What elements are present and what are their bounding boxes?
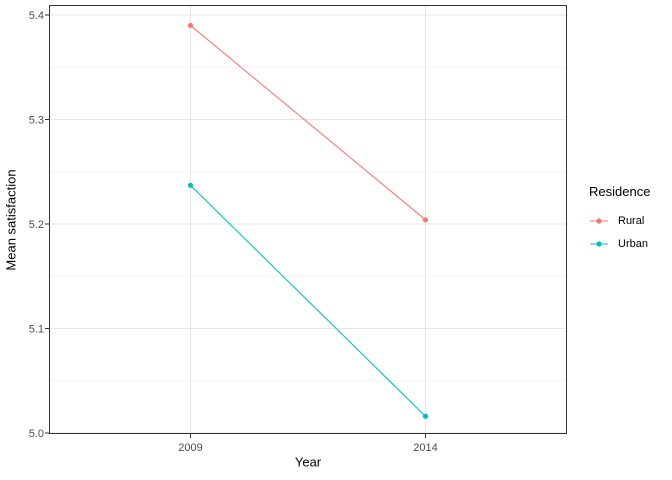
x-tick-labels: 2009 2014 [178,442,437,454]
y-tick-label: 5.4 [29,10,44,22]
legend-item-urban: Urban [589,236,650,252]
y-tick-label: 5.1 [29,324,44,336]
data-point-urban-2014 [422,413,429,419]
tick-marks [45,14,426,438]
legend-label-urban: Urban [618,238,648,250]
x-tick-label: 2014 [413,442,437,454]
series-urban [187,182,429,419]
y-axis-title: Mean satisfaction [3,169,19,271]
data-point-rural-2014 [422,217,429,223]
legend: Residence Rural Urban [589,184,650,259]
data-point-urban-2009 [187,182,194,188]
y-tick-label: 5.3 [29,115,44,127]
legend-key-urban-icon [590,241,608,247]
x-axis-title: Year [294,454,322,470]
y-tick-label: 5.2 [29,219,44,231]
series-rural [187,22,429,223]
y-tick-label: 5.0 [29,428,44,440]
y-gridlines-major [49,14,567,434]
legend-label-rural: Rural [618,215,645,227]
x-tick-label: 2009 [178,442,202,454]
y-tick-labels: 5.0 5.1 5.2 5.3 5.4 [29,10,44,440]
panel-border [49,5,567,434]
y-gridlines-minor [49,66,567,382]
legend-title: Residence [589,184,651,199]
legend-key-rural-icon [590,218,608,224]
data-point-rural-2009 [187,22,194,29]
legend-item-rural: Rural [589,213,650,229]
